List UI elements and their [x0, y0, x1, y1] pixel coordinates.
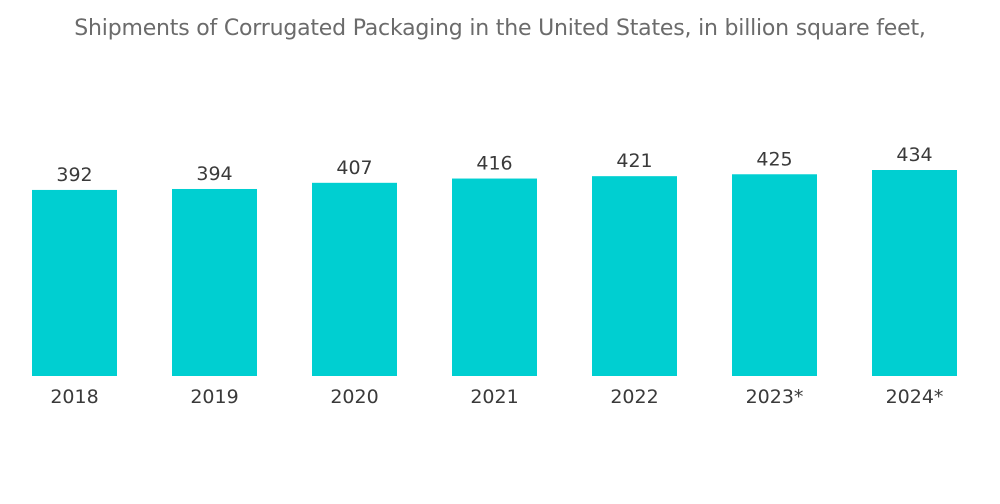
x-tick-label-2021: 2021: [470, 386, 518, 408]
value-label-2023*: 425: [756, 148, 792, 170]
x-tick-label-2018: 2018: [50, 386, 98, 408]
value-label-2022: 421: [616, 150, 652, 172]
bar-2020: [312, 182, 397, 376]
x-tick-label-2022: 2022: [610, 386, 658, 408]
x-tick-label-2023*: 2023*: [746, 386, 804, 408]
x-axis-tick-labels: 2018 2019 2020 2021 2022 2023* 2024*: [50, 386, 943, 408]
value-label-2021: 416: [476, 153, 512, 175]
value-label-2020: 407: [336, 157, 372, 179]
bar-2019: [172, 188, 257, 376]
bar-2023*: [732, 174, 817, 376]
x-tick-label-2019: 2019: [190, 386, 238, 408]
bar-2022: [592, 176, 677, 376]
bar-2024*: [872, 170, 957, 376]
value-labels-layer: 392 394 407 416 421 425 434: [56, 144, 932, 186]
value-label-2018: 392: [56, 164, 92, 186]
x-tick-label-2024*: 2024*: [886, 386, 944, 408]
value-label-2024*: 434: [896, 144, 932, 166]
bar-2018: [32, 189, 117, 376]
value-label-2019: 394: [196, 163, 232, 185]
bars-layer: [32, 170, 957, 376]
bar-2021: [452, 178, 537, 376]
chart-title: Shipments of Corrugated Packaging in the…: [74, 16, 926, 41]
x-tick-label-2020: 2020: [330, 386, 378, 408]
